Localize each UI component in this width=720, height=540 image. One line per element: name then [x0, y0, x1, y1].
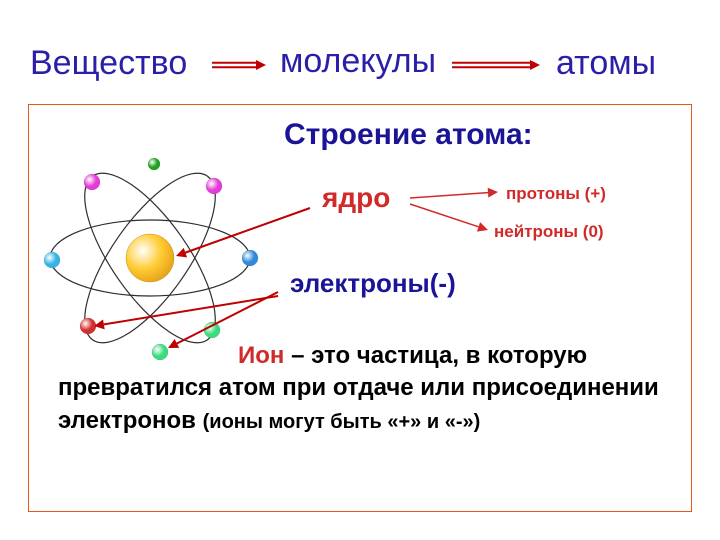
ion-paragraph: Ион – это частица, в которую превратился…: [58, 340, 678, 437]
slide-stage: Вещество молекулы атомы Строение атома: …: [0, 0, 720, 540]
ion-small: (ионы могут быть «+» и «-»): [203, 411, 481, 433]
internal-arrows: [0, 0, 720, 540]
ion-word: Ион: [238, 342, 284, 369]
